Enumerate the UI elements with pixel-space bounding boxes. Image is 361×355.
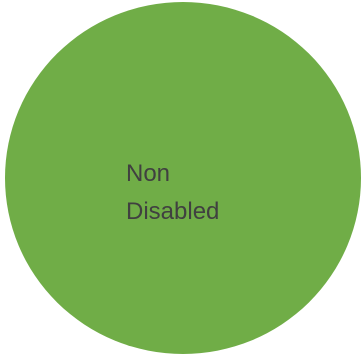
circle-label-line-2: Disabled: [126, 198, 220, 225]
circle-label-line-1: Non: [126, 160, 171, 187]
green-circle: [5, 2, 361, 354]
circle-label: Non Disabled: [126, 155, 219, 231]
